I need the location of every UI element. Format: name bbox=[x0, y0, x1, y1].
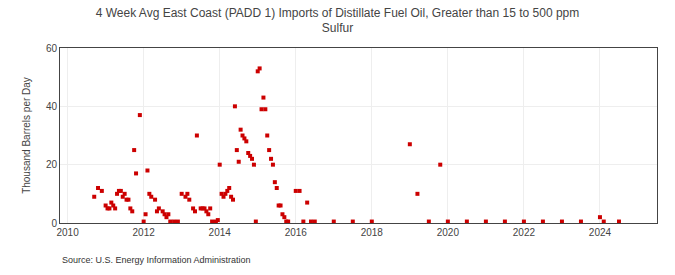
svg-text:60: 60 bbox=[46, 43, 58, 54]
svg-text:2024: 2024 bbox=[589, 227, 612, 238]
svg-text:2010: 2010 bbox=[56, 227, 79, 238]
svg-text:2012: 2012 bbox=[133, 227, 156, 238]
svg-text:2022: 2022 bbox=[513, 227, 536, 238]
svg-text:2014: 2014 bbox=[209, 227, 232, 238]
svg-text:20: 20 bbox=[46, 159, 58, 170]
svg-text:2020: 2020 bbox=[437, 227, 460, 238]
svg-text:2016: 2016 bbox=[285, 227, 308, 238]
svg-text:4 Week Avg East Coast (PADD 1): 4 Week Avg East Coast (PADD 1) Imports o… bbox=[96, 6, 580, 36]
svg-text:Source: U.S. Energy Informatio: Source: U.S. Energy Information Administ… bbox=[62, 255, 251, 265]
svg-text:Thousand Barrels per Day: Thousand Barrels per Day bbox=[21, 77, 32, 194]
svg-text:0: 0 bbox=[51, 218, 57, 229]
svg-text:40: 40 bbox=[46, 101, 58, 112]
svg-text:2018: 2018 bbox=[361, 227, 384, 238]
